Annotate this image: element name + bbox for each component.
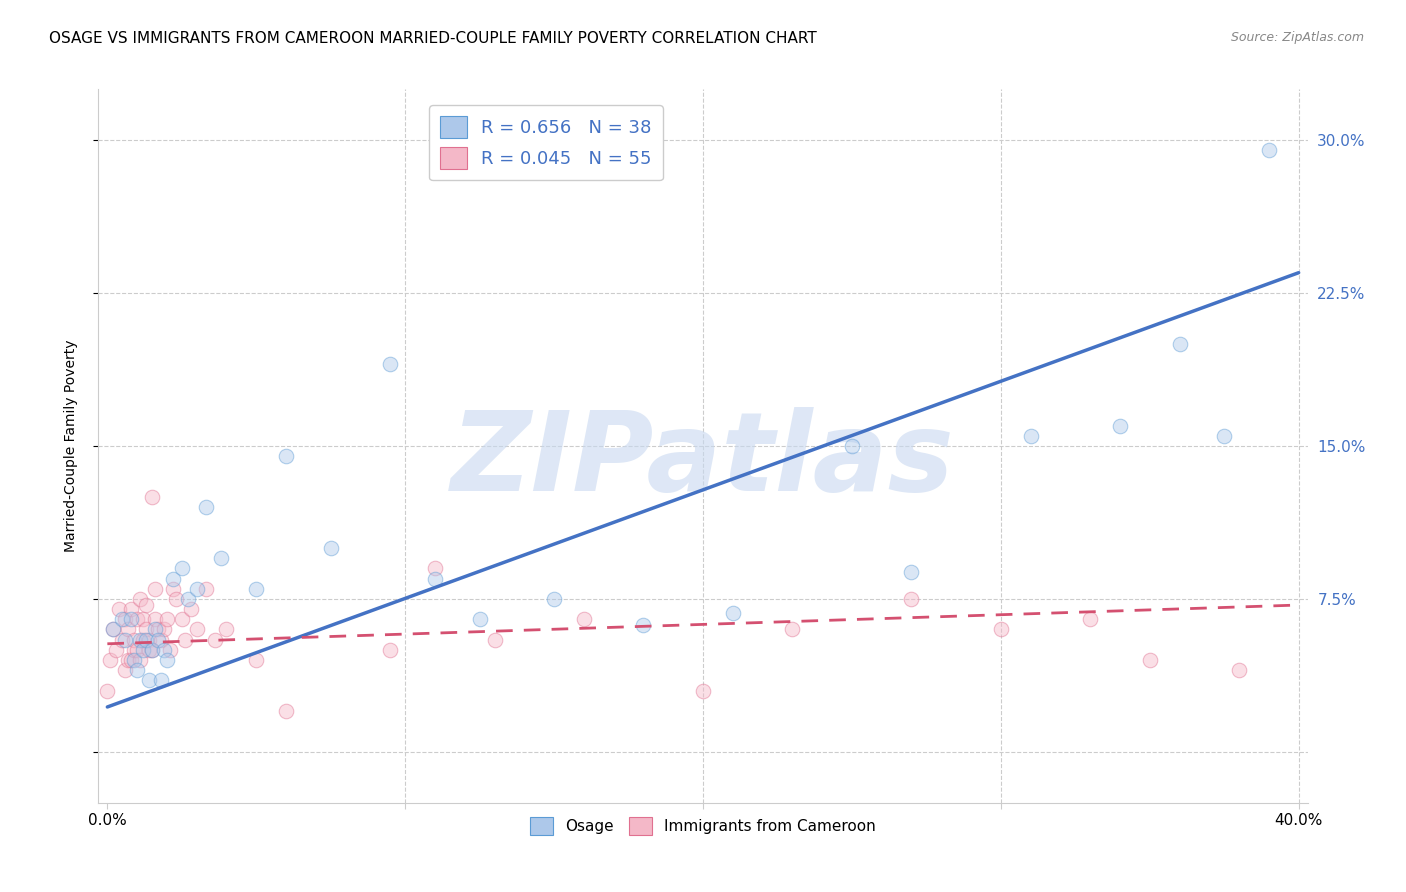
Point bbox=[146, 632, 169, 647]
Point bbox=[96, 683, 118, 698]
Point bbox=[186, 623, 208, 637]
Point bbox=[146, 623, 169, 637]
Point bbox=[132, 612, 155, 626]
Point bbox=[141, 643, 163, 657]
Point bbox=[103, 623, 125, 637]
Point bbox=[990, 623, 1012, 637]
Point bbox=[114, 632, 136, 647]
Point bbox=[782, 623, 804, 637]
Point bbox=[543, 591, 565, 606]
Point bbox=[170, 612, 193, 626]
Point bbox=[186, 582, 208, 596]
Point bbox=[572, 612, 595, 626]
Point bbox=[423, 572, 446, 586]
Point bbox=[108, 602, 131, 616]
Text: ZIPatlas: ZIPatlas bbox=[451, 407, 955, 514]
Point bbox=[138, 632, 160, 647]
Point bbox=[143, 612, 166, 626]
Point bbox=[692, 683, 714, 698]
Point bbox=[209, 551, 232, 566]
Point bbox=[1168, 337, 1191, 351]
Point bbox=[120, 653, 142, 667]
Point bbox=[204, 632, 226, 647]
Point bbox=[105, 643, 128, 657]
Point bbox=[111, 612, 134, 626]
Point bbox=[120, 602, 142, 616]
Point bbox=[900, 566, 922, 580]
Point bbox=[149, 673, 172, 688]
Point bbox=[215, 623, 238, 637]
Point bbox=[380, 643, 402, 657]
Point bbox=[122, 643, 145, 657]
Point bbox=[194, 500, 217, 515]
Point bbox=[120, 612, 142, 626]
Point bbox=[1227, 663, 1250, 677]
Point bbox=[138, 643, 160, 657]
Point bbox=[127, 612, 149, 626]
Point bbox=[143, 623, 166, 637]
Point bbox=[1078, 612, 1101, 626]
Point bbox=[117, 623, 139, 637]
Point bbox=[143, 582, 166, 596]
Point bbox=[141, 490, 163, 504]
Point bbox=[122, 632, 145, 647]
Point bbox=[127, 663, 149, 677]
Point bbox=[156, 612, 179, 626]
Point bbox=[274, 449, 297, 463]
Point bbox=[1019, 429, 1042, 443]
Point bbox=[1213, 429, 1236, 443]
Text: Source: ZipAtlas.com: Source: ZipAtlas.com bbox=[1230, 31, 1364, 45]
Point bbox=[245, 653, 267, 667]
Point bbox=[180, 602, 202, 616]
Point bbox=[122, 653, 145, 667]
Point bbox=[274, 704, 297, 718]
Point bbox=[114, 612, 136, 626]
Point bbox=[633, 618, 655, 632]
Y-axis label: Married-Couple Family Poverty: Married-Couple Family Poverty bbox=[63, 340, 77, 552]
Point bbox=[138, 673, 160, 688]
Point bbox=[165, 591, 187, 606]
Point bbox=[135, 623, 157, 637]
Point bbox=[135, 632, 157, 647]
Point bbox=[162, 572, 184, 586]
Point bbox=[173, 632, 195, 647]
Text: OSAGE VS IMMIGRANTS FROM CAMEROON MARRIED-COUPLE FAMILY POVERTY CORRELATION CHAR: OSAGE VS IMMIGRANTS FROM CAMEROON MARRIE… bbox=[49, 31, 817, 46]
Point bbox=[721, 606, 744, 620]
Point bbox=[129, 591, 152, 606]
Point bbox=[484, 632, 506, 647]
Point bbox=[319, 541, 342, 555]
Point bbox=[468, 612, 491, 626]
Point bbox=[129, 653, 152, 667]
Point bbox=[423, 561, 446, 575]
Point bbox=[111, 632, 134, 647]
Point bbox=[900, 591, 922, 606]
Point bbox=[170, 561, 193, 575]
Point bbox=[380, 358, 402, 372]
Point bbox=[156, 653, 179, 667]
Point bbox=[127, 643, 149, 657]
Point bbox=[245, 582, 267, 596]
Point bbox=[153, 623, 176, 637]
Point bbox=[841, 439, 863, 453]
Point bbox=[149, 632, 172, 647]
Point bbox=[1109, 418, 1132, 433]
Point bbox=[114, 663, 136, 677]
Point bbox=[153, 643, 176, 657]
Point bbox=[141, 643, 163, 657]
Point bbox=[1139, 653, 1161, 667]
Point bbox=[132, 632, 155, 647]
Point bbox=[132, 643, 155, 657]
Point bbox=[1257, 144, 1279, 158]
Point bbox=[162, 582, 184, 596]
Legend: Osage, Immigrants from Cameroon: Osage, Immigrants from Cameroon bbox=[524, 811, 882, 841]
Point bbox=[117, 653, 139, 667]
Point bbox=[129, 632, 152, 647]
Point bbox=[98, 653, 121, 667]
Point bbox=[194, 582, 217, 596]
Point bbox=[177, 591, 200, 606]
Point bbox=[159, 643, 181, 657]
Point bbox=[135, 598, 157, 612]
Point bbox=[103, 623, 125, 637]
